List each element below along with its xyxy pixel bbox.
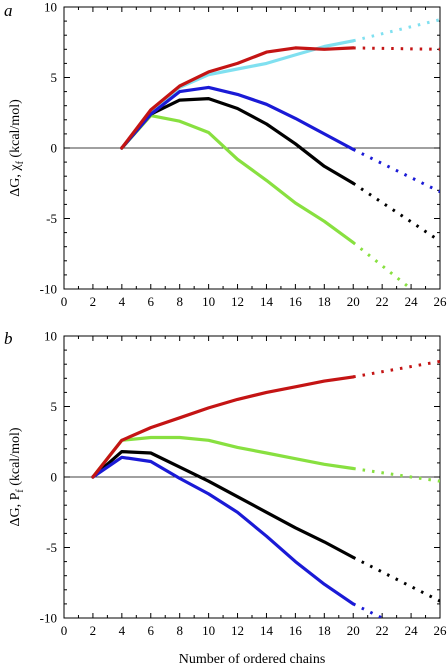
x-tick-label: 2	[90, 623, 97, 638]
series-line-4	[120, 46, 355, 150]
series-extrapolation-1	[352, 556, 440, 603]
x-tick-label: 0	[61, 294, 68, 309]
x-tick-label: 16	[289, 623, 303, 638]
series-extrapolation-3	[352, 148, 440, 194]
y-tick-label: -5	[46, 540, 57, 555]
x-tick-label: 4	[119, 623, 126, 638]
x-tick-label: 18	[318, 623, 331, 638]
y-tick-label: 10	[44, 0, 57, 15]
series-line-0	[91, 435, 355, 479]
x-tick-label: 4	[119, 294, 126, 309]
series-extrapolation-3	[352, 359, 440, 379]
y-axis-title: ΔG, χf (kcal/mol)	[8, 99, 26, 197]
x-tick-label: 6	[148, 294, 155, 309]
x-tick-label: 18	[318, 294, 331, 309]
series-extrapolation-2	[352, 182, 440, 243]
x-tick-label: 8	[176, 294, 183, 309]
x-tick-label: 26	[434, 294, 448, 309]
x-tick-label: 12	[231, 623, 244, 638]
x-tick-label: 20	[347, 623, 360, 638]
series-group	[91, 359, 440, 618]
series-line-2	[91, 455, 355, 606]
series-line-2	[120, 96, 355, 185]
x-tick-label: 14	[260, 294, 274, 309]
series-line-3	[120, 85, 355, 151]
series-extrapolation-4	[353, 46, 440, 51]
x-tick-label: 12	[231, 294, 244, 309]
y-axis-title: ΔG, Pf (kcal/mol)	[8, 427, 26, 526]
x-axis-title: Number of ordered chains	[179, 652, 326, 667]
x-tick-label: 20	[347, 294, 360, 309]
x-tick-label: 24	[405, 294, 419, 309]
x-tick-label: 22	[376, 294, 389, 309]
x-tick-label: 2	[90, 294, 97, 309]
series-extrapolation-0	[352, 467, 440, 483]
y-tick-label: 5	[51, 399, 58, 414]
x-tick-label: 0	[61, 623, 68, 638]
series-extrapolation-1	[352, 241, 413, 289]
x-tick-label: 10	[202, 294, 215, 309]
series-line-1	[120, 113, 355, 245]
x-tick-label: 26	[434, 623, 448, 638]
y-tick-label: 5	[51, 70, 58, 85]
y-tick-label: 0	[51, 470, 58, 485]
series-extrapolation-0	[352, 18, 440, 43]
x-tick-label: 8	[176, 623, 183, 638]
x-tick-label: 6	[148, 623, 155, 638]
x-tick-label: 16	[289, 294, 303, 309]
y-tick-label: -10	[40, 282, 57, 297]
series-line-1	[91, 450, 355, 560]
panel-letter: a	[4, 1, 13, 20]
x-tick-label: 22	[376, 623, 389, 638]
series-line-3	[91, 375, 355, 479]
y-tick-label: -5	[46, 211, 57, 226]
panel-letter: b	[4, 329, 13, 348]
y-tick-label: -10	[40, 611, 57, 626]
x-tick-label: 14	[260, 623, 274, 638]
y-tick-label: 10	[44, 329, 57, 344]
series-group	[120, 18, 440, 289]
x-tick-label: 24	[405, 623, 419, 638]
y-tick-label: 0	[51, 141, 58, 156]
x-tick-label: 10	[202, 623, 215, 638]
